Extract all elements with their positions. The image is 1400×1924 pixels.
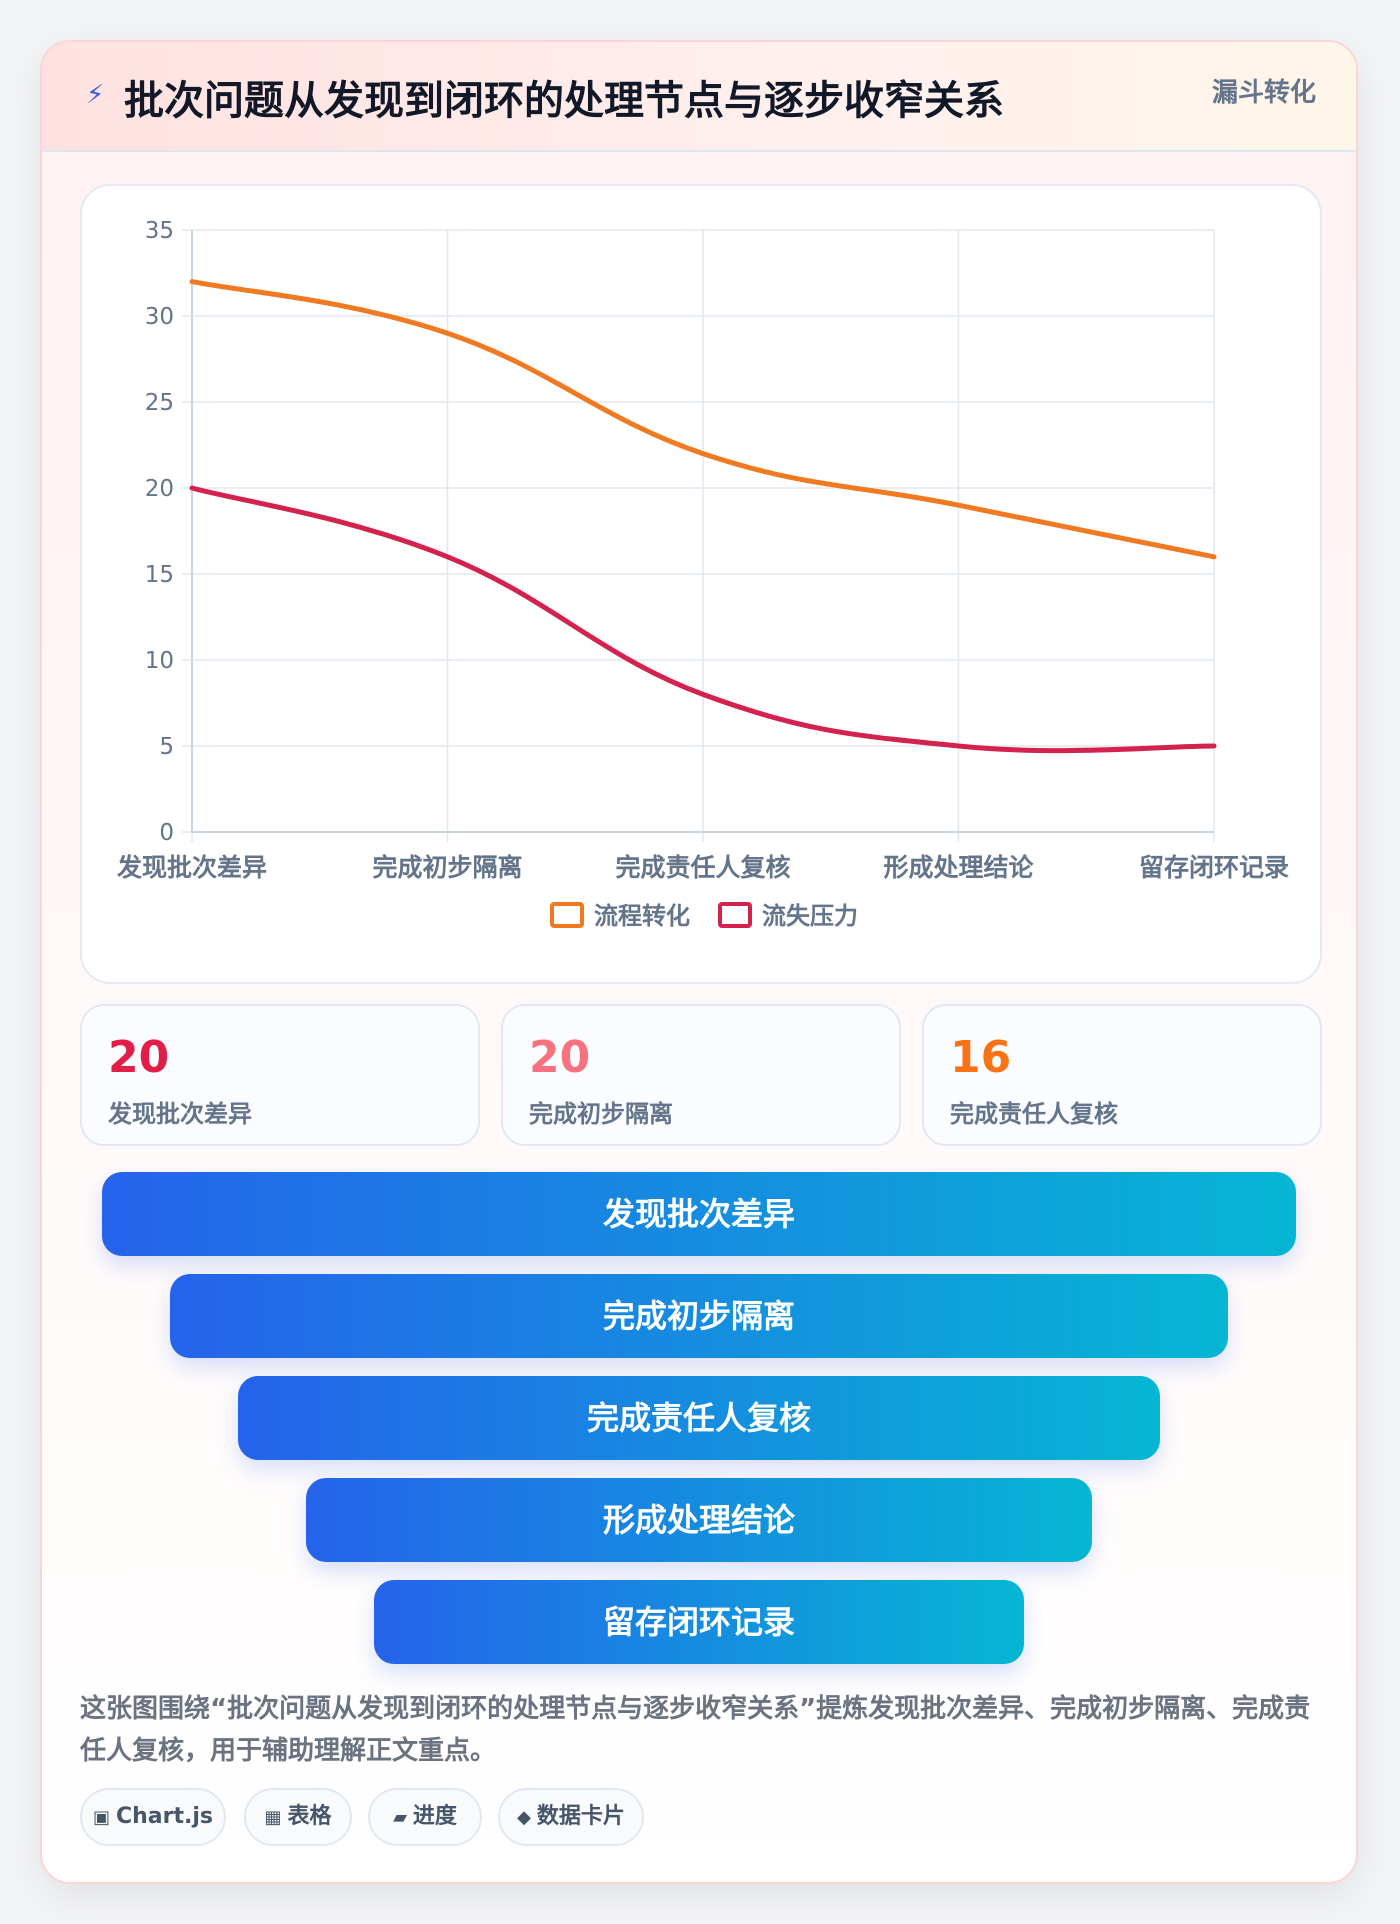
y-tick-label: 10 bbox=[145, 648, 174, 674]
legend-swatch bbox=[550, 902, 584, 928]
x-tick-label: 留存闭环记录 bbox=[1139, 853, 1289, 882]
pill-chartjs[interactable]: ▣ Chart.js bbox=[80, 1788, 226, 1846]
x-tick-label: 完成责任人复核 bbox=[615, 853, 790, 882]
legend-swatch bbox=[718, 902, 752, 928]
chart-description: 这张图围绕“批次问题从发现到闭环的处理节点与逐步收窄关系”提炼发现批次差异、完成… bbox=[80, 1694, 1311, 1766]
progress-icon: ▰ bbox=[393, 1807, 407, 1828]
legend-label: 流程转化 bbox=[594, 902, 690, 930]
stat-value: 20 bbox=[529, 1032, 591, 1083]
stat-card: 16 完成责任人复核 bbox=[922, 1004, 1322, 1146]
stat-label: 发现批次差异 bbox=[108, 1100, 252, 1128]
chart-icon: ▣ bbox=[92, 1807, 110, 1828]
pill-progress[interactable]: ▰ 进度 bbox=[368, 1788, 482, 1846]
pill-label: Chart.js bbox=[116, 1804, 214, 1829]
pill-data-card[interactable]: ◆ 数据卡片 bbox=[498, 1788, 644, 1846]
lightning-icon: ⚡ bbox=[86, 80, 105, 110]
y-tick-label: 30 bbox=[145, 304, 174, 330]
funnel: 发现批次差异 完成初步隔离 完成责任人复核 形成处理结论 留存闭环记录 bbox=[42, 1172, 1356, 1672]
funnel-stage: 发现批次差异 bbox=[102, 1172, 1296, 1256]
pill-label: 数据卡片 bbox=[536, 1804, 625, 1829]
stat-card: 20 发现批次差异 bbox=[80, 1004, 480, 1146]
x-tick-label: 发现批次差异 bbox=[116, 853, 267, 882]
x-tick-label: 完成初步隔离 bbox=[372, 853, 522, 882]
stat-label: 完成初步隔离 bbox=[529, 1100, 673, 1128]
card-header: ⚡ 批次问题从发现到闭环的处理节点与逐步收窄关系 漏斗转化 bbox=[42, 42, 1356, 152]
funnel-stage: 留存闭环记录 bbox=[374, 1580, 1024, 1664]
series-line-1 bbox=[189, 485, 1217, 754]
chart-type-tag: 漏斗转化 bbox=[1211, 78, 1316, 108]
funnel-stage: 完成责任人复核 bbox=[238, 1376, 1160, 1460]
series-line-0 bbox=[189, 279, 1217, 560]
pill-table[interactable]: ▦ 表格 bbox=[244, 1788, 352, 1846]
pill-label: 表格 bbox=[287, 1804, 332, 1829]
y-tick-label: 0 bbox=[159, 820, 174, 846]
table-icon: ▦ bbox=[264, 1807, 282, 1828]
pill-label: 进度 bbox=[412, 1804, 457, 1829]
page-title: 批次问题从发现到闭环的处理节点与逐步收窄关系 bbox=[124, 78, 1004, 124]
stat-value: 16 bbox=[950, 1032, 1012, 1083]
y-tick-label: 20 bbox=[145, 476, 174, 502]
x-tick-label: 形成处理结论 bbox=[883, 853, 1034, 882]
report-card: ⚡ 批次问题从发现到闭环的处理节点与逐步收窄关系 漏斗转化 0 5 10 15 20 25… bbox=[40, 40, 1358, 1884]
funnel-stage: 形成处理结论 bbox=[306, 1478, 1092, 1562]
funnel-stage: 完成初步隔离 bbox=[170, 1274, 1228, 1358]
diamond-icon: ◆ bbox=[517, 1807, 531, 1828]
line-chart-panel: 0 5 10 15 20 25 30 35 发现批次差异 完成初步隔离 完成责任人复核 形成处理结论 留… bbox=[80, 184, 1322, 984]
y-tick-label: 15 bbox=[145, 562, 174, 588]
stat-cards: 20 发现批次差异 20 完成初步隔离 16 完成责任人复核 bbox=[80, 1004, 1322, 1146]
stat-value: 20 bbox=[108, 1032, 170, 1083]
y-tick-label: 35 bbox=[145, 218, 174, 244]
stat-card: 20 完成初步隔离 bbox=[501, 1004, 901, 1146]
legend-label: 流失压力 bbox=[762, 902, 858, 930]
y-tick-label: 25 bbox=[145, 390, 174, 416]
stat-label: 完成责任人复核 bbox=[950, 1100, 1118, 1128]
y-tick-label: 5 bbox=[159, 734, 174, 760]
line-chart: 0 5 10 15 20 25 30 35 发现批次差异 完成初步隔离 完成责任人复核 形成处理结论 留… bbox=[116, 218, 1289, 930]
